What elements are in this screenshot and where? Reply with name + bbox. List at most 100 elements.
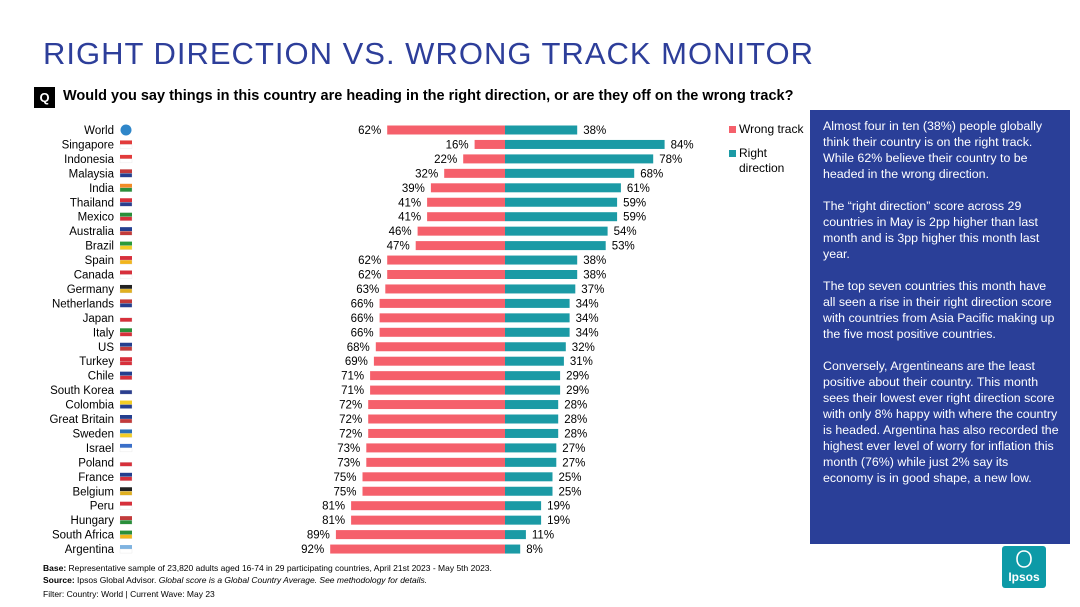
value-label-wrong-italy: 66% — [351, 327, 374, 339]
flag-band-bottom — [119, 548, 133, 554]
value-label-wrong-thailand: 41% — [398, 197, 421, 209]
flag-band-top — [120, 140, 132, 145]
flag-band-bottom — [119, 375, 133, 380]
value-label-wrong-brazil: 47% — [387, 241, 410, 253]
flag-icon-australia — [119, 227, 133, 236]
category-label-netherlands: Netherlands — [52, 298, 114, 310]
flag-icon-france — [119, 472, 133, 481]
value-label-right-world: 38% — [583, 125, 606, 137]
value-label-wrong-indonesia: 22% — [434, 154, 457, 166]
flag-icon-argentina — [119, 545, 133, 554]
bar-right-chile — [505, 371, 561, 381]
flag-icon-south-africa — [119, 530, 133, 539]
value-label-wrong-us: 68% — [347, 342, 370, 354]
category-label-japan: Japan — [83, 313, 114, 325]
footnote-source-text: Ipsos Global Advisor. — [74, 575, 159, 585]
flag-band-bottom — [119, 144, 133, 149]
flag-band-top — [120, 501, 132, 506]
flag-band-bottom — [119, 202, 133, 207]
flag-icon-malaysia — [119, 169, 133, 178]
flag-icon-chile — [119, 371, 133, 380]
category-label-argentina: Argentina — [65, 544, 115, 556]
value-label-right-sweden: 28% — [564, 428, 587, 440]
value-label-wrong-mexico: 41% — [398, 212, 421, 224]
value-label-right-south-korea: 29% — [566, 385, 589, 397]
flag-icon-us — [119, 342, 133, 351]
flag-band-bottom — [119, 404, 133, 409]
flag-icon-spain — [119, 256, 133, 265]
ipsos-logo: Ipsos — [1002, 546, 1046, 588]
value-label-right-france: 25% — [559, 472, 582, 484]
value-label-right-argentina: 8% — [526, 544, 543, 556]
flag-band-bottom — [119, 317, 133, 323]
value-label-right-australia: 54% — [614, 226, 637, 238]
bar-right-world — [505, 125, 578, 135]
legend-label-right: Right direction — [739, 146, 785, 175]
flag-icon-israel — [119, 443, 133, 453]
flag-icon-poland — [119, 458, 133, 467]
value-label-wrong-spain: 62% — [358, 255, 381, 267]
value-label-wrong-poland: 73% — [337, 457, 360, 469]
legend-item-right: Right direction — [729, 146, 791, 176]
flag-icon-belgium — [119, 487, 133, 496]
bar-wrong-belgium — [362, 486, 505, 496]
flag-band-top — [120, 241, 132, 246]
bar-wrong-hungary — [351, 515, 505, 525]
bar-wrong-poland — [366, 457, 505, 467]
category-label-canada: Canada — [74, 270, 115, 282]
value-label-wrong-world: 62% — [358, 125, 381, 137]
insight-paragraph-3: The top seven countries this month have … — [823, 279, 1055, 341]
bar-wrong-turkey — [373, 356, 505, 366]
value-label-right-mexico: 59% — [623, 212, 646, 224]
flag-band-bottom — [119, 346, 133, 351]
flag-band-top — [120, 154, 132, 159]
chart-legend: Wrong track Right direction — [729, 122, 803, 185]
bar-right-singapore — [505, 139, 665, 149]
value-label-wrong-germany: 63% — [356, 284, 379, 296]
bar-wrong-spain — [387, 255, 505, 265]
legend-swatch-wrong — [729, 126, 736, 133]
value-label-right-germany: 37% — [581, 284, 604, 296]
flag-band-bottom — [119, 520, 133, 525]
flag-band-bottom — [119, 462, 133, 467]
flag-band-bottom — [119, 245, 133, 250]
flag-band-top — [120, 212, 132, 217]
footnote-base-text: Representative sample of 23,820 adults a… — [66, 563, 492, 573]
bar-right-sweden — [505, 428, 559, 438]
flag-band-bottom — [119, 303, 133, 308]
category-label-us: US — [98, 342, 114, 354]
insight-paragraph-4: Conversely, Argentineans are the least p… — [823, 359, 1059, 485]
bar-wrong-sweden — [368, 428, 505, 438]
bar-right-spain — [505, 255, 578, 265]
flag-icon-south-korea — [119, 386, 133, 395]
flag-band-bottom — [119, 491, 133, 496]
bar-wrong-south-korea — [370, 385, 505, 395]
category-label-colombia: Colombia — [65, 400, 114, 412]
value-label-wrong-south-africa: 89% — [307, 530, 330, 542]
category-label-belgium: Belgium — [72, 486, 114, 498]
bar-right-germany — [505, 284, 576, 294]
bar-right-australia — [505, 226, 608, 236]
value-label-wrong-great-britain: 72% — [339, 414, 362, 426]
bar-wrong-canada — [387, 270, 505, 279]
flag-band-top — [120, 169, 132, 174]
bar-right-israel — [505, 443, 557, 453]
bar-wrong-us — [375, 342, 505, 352]
flag-band-bottom — [119, 433, 133, 438]
flag-band-bottom — [119, 447, 133, 453]
value-label-wrong-malaysia: 32% — [415, 168, 438, 180]
value-label-right-brazil: 53% — [612, 241, 635, 253]
flag-band-top — [120, 183, 132, 188]
category-label-mexico: Mexico — [78, 212, 114, 224]
category-label-sweden: Sweden — [72, 428, 114, 440]
value-label-wrong-chile: 71% — [341, 371, 364, 383]
bar-wrong-great-britain — [368, 414, 505, 424]
flag-band-top — [120, 371, 132, 376]
flag-band-top — [120, 487, 132, 492]
flag-icon-singapore — [119, 140, 133, 149]
flag-band-top — [120, 270, 132, 275]
bar-right-poland — [505, 457, 557, 467]
flag-band-bottom — [119, 274, 133, 279]
insight-panel: Almost four in ten (38%) people globally… — [810, 110, 1070, 544]
